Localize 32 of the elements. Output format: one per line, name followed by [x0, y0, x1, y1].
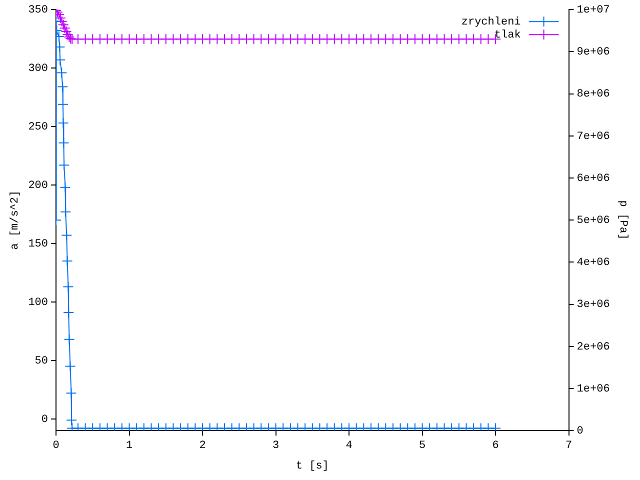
y2-tick-label: 5e+06	[576, 215, 610, 228]
y2-tick-label: 0	[576, 426, 584, 438]
y-tick-label: 0	[41, 414, 48, 426]
y2-tick-label: 4e+06	[576, 257, 610, 270]
y2-tick-label: 2e+06	[576, 341, 610, 354]
y-tick-label: 350	[28, 4, 48, 17]
y2-tick-label: 7e+06	[576, 130, 610, 143]
y-tick-label: 150	[28, 238, 48, 250]
x-tick-label: 3	[272, 440, 280, 452]
x-tick-label: 1	[126, 440, 133, 452]
x-axis-title: t [s]	[296, 460, 329, 472]
x-tick-label: 0	[52, 440, 60, 452]
y-tick-label: 100	[28, 296, 48, 309]
x-tick-label: 5	[418, 440, 426, 452]
y-tick-label: 300	[28, 62, 48, 75]
legend-label: tlak	[494, 30, 522, 42]
y2-tick-label: 3e+06	[576, 299, 610, 312]
y2-tick-label: 8e+06	[576, 88, 610, 101]
y-tick-label: 200	[28, 180, 48, 192]
legend-label: zrychleni	[461, 16, 522, 29]
x-tick-label: 2	[199, 440, 206, 452]
y2-tick-label: 6e+06	[576, 172, 610, 185]
y2-tick-label: 1e+07	[576, 4, 610, 17]
y2-tick-label: 9e+06	[576, 46, 610, 59]
y2-axis-title: p [Pa]	[616, 200, 628, 240]
y2-tick-label: 1e+06	[576, 383, 610, 396]
x-tick-label: 7	[565, 440, 572, 452]
x-tick-label: 4	[346, 440, 353, 452]
y-tick-label: 250	[28, 121, 48, 134]
y-axis-title: a [m/s^2]	[10, 190, 22, 250]
x-tick-label: 6	[492, 440, 499, 452]
y-tick-label: 50	[34, 355, 48, 368]
